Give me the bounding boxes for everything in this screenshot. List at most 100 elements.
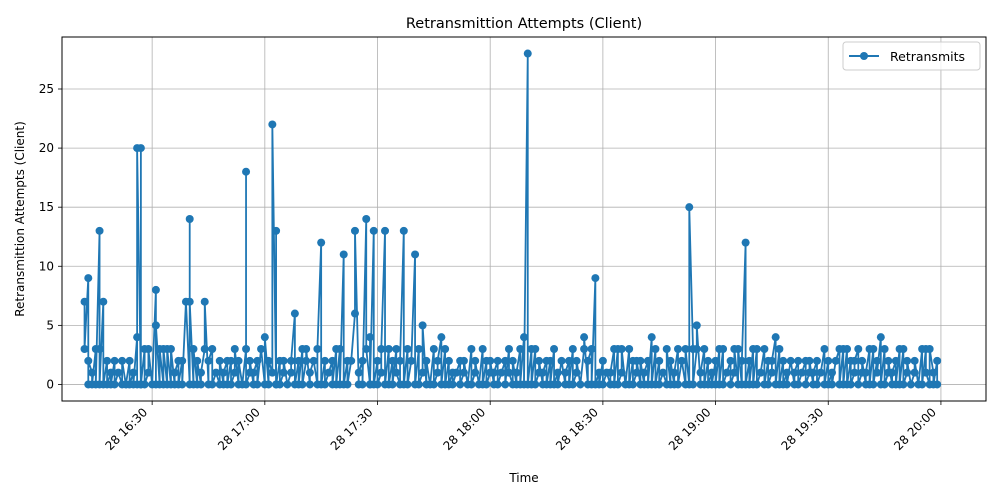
- data-point: [580, 333, 589, 342]
- data-point: [103, 356, 112, 365]
- data-point: [782, 380, 791, 389]
- data-point: [666, 356, 675, 365]
- data-point: [925, 345, 934, 353]
- data-point: [234, 356, 243, 365]
- data-point: [873, 368, 882, 377]
- data-point: [707, 368, 716, 377]
- legend-label: Retransmits: [890, 49, 965, 64]
- data-point: [681, 345, 690, 353]
- data-point: [587, 345, 596, 353]
- data-point: [910, 356, 919, 365]
- data-point: [279, 356, 288, 365]
- data-point: [565, 356, 574, 365]
- y-tick-label: 5: [46, 318, 54, 332]
- data-point: [625, 345, 634, 353]
- data-point: [448, 380, 457, 389]
- data-point: [249, 368, 258, 377]
- data-point: [84, 274, 93, 283]
- data-point: [794, 380, 803, 389]
- data-point: [433, 368, 442, 377]
- data-point: [553, 368, 562, 377]
- data-point: [264, 356, 273, 365]
- data-point: [576, 380, 585, 389]
- data-point: [129, 368, 138, 377]
- data-point: [752, 345, 761, 353]
- data-point: [313, 345, 322, 353]
- data-point: [471, 356, 480, 365]
- data-point: [846, 380, 855, 389]
- legend-marker: [860, 52, 868, 60]
- data-point: [692, 321, 701, 330]
- data-point: [80, 345, 89, 353]
- data-point: [674, 380, 682, 389]
- data-point: [501, 380, 510, 389]
- data-point: [647, 333, 656, 342]
- data-point: [444, 356, 453, 365]
- data-point: [178, 380, 187, 389]
- data-point: [504, 345, 513, 353]
- data-point: [290, 309, 299, 318]
- data-point: [726, 380, 735, 389]
- data-point: [704, 356, 713, 365]
- data-point: [414, 380, 423, 389]
- data-point: [422, 356, 431, 365]
- data-point: [598, 356, 607, 365]
- data-point: [719, 380, 728, 389]
- data-point: [520, 333, 528, 342]
- data-point: [628, 380, 637, 389]
- data-point: [441, 345, 450, 353]
- data-point: [880, 380, 889, 389]
- data-point: [302, 345, 311, 353]
- data-point: [114, 368, 123, 377]
- data-point: [820, 345, 829, 353]
- data-point: [933, 356, 942, 365]
- data-point: [388, 356, 397, 365]
- data-point: [831, 356, 840, 365]
- data-point: [343, 380, 352, 389]
- y-tick-label: 20: [39, 141, 54, 155]
- data-point: [151, 321, 160, 330]
- data-point: [414, 345, 423, 353]
- data-point: [812, 356, 821, 365]
- data-point: [696, 368, 705, 377]
- data-point: [858, 356, 867, 365]
- data-point: [880, 345, 889, 353]
- data-point: [700, 345, 709, 353]
- data-point: [756, 368, 765, 377]
- y-tick-label: 0: [46, 377, 54, 391]
- data-point: [320, 380, 329, 389]
- data-point: [921, 368, 930, 377]
- data-point: [929, 368, 938, 377]
- data-point: [512, 368, 521, 377]
- data-point: [580, 345, 589, 353]
- data-point: [377, 345, 386, 353]
- data-point: [734, 345, 743, 353]
- data-point: [655, 356, 664, 365]
- data-point: [196, 380, 205, 389]
- data-point: [110, 356, 119, 365]
- data-point: [260, 333, 269, 342]
- data-point: [242, 380, 251, 389]
- data-point: [903, 368, 912, 377]
- data-point: [245, 356, 254, 365]
- data-point: [459, 356, 468, 365]
- data-point: [617, 368, 626, 377]
- data-point: [373, 356, 382, 365]
- data-point: [583, 356, 592, 365]
- data-point: [730, 368, 739, 377]
- data-point: [358, 380, 367, 389]
- data-point: [613, 380, 622, 389]
- data-point: [572, 368, 581, 377]
- data-point: [869, 345, 878, 353]
- data-point: [185, 215, 194, 223]
- data-point: [429, 380, 438, 389]
- data-point: [782, 368, 791, 377]
- y-axis-label: Retransmittion Attempts (Client): [13, 121, 27, 317]
- data-point: [816, 368, 825, 377]
- data-point: [899, 380, 908, 389]
- data-point: [452, 368, 461, 377]
- data-point: [196, 368, 205, 377]
- data-point: [178, 356, 187, 365]
- data-point: [253, 380, 262, 389]
- data-point: [396, 356, 405, 365]
